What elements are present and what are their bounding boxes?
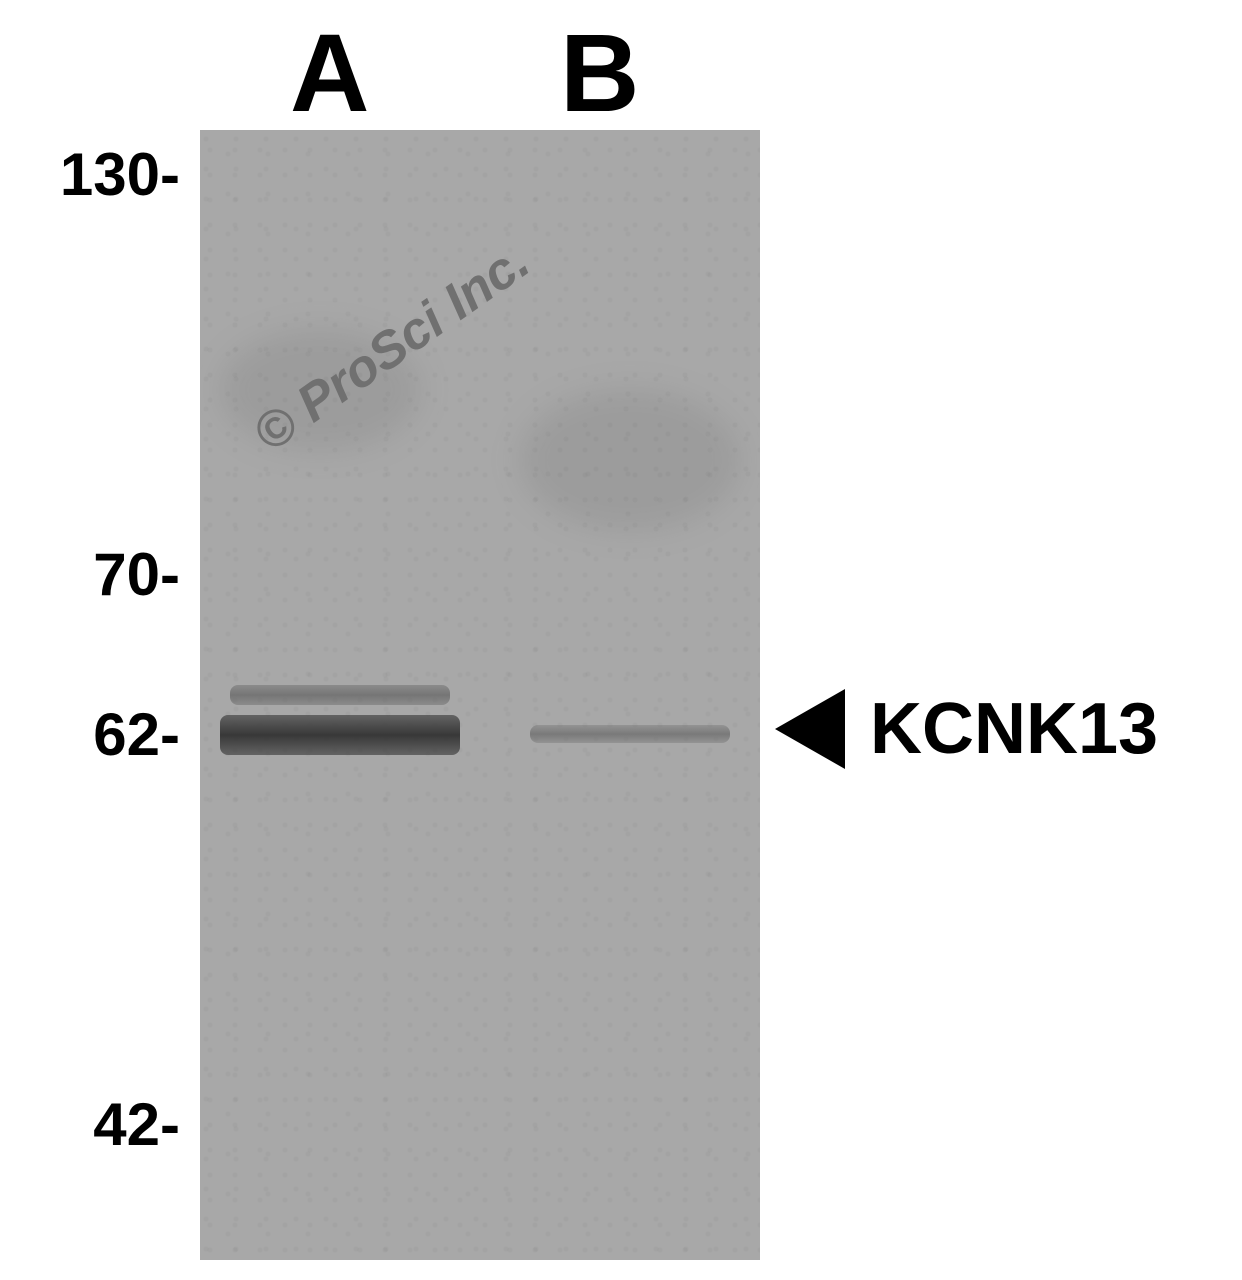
lane-label-b: B bbox=[560, 10, 639, 137]
blot-membrane: © ProSci Inc. bbox=[200, 130, 760, 1260]
arrow-left-icon bbox=[775, 689, 865, 769]
protein-name-label: KCNK13 bbox=[870, 688, 1158, 770]
lane-label-a: A bbox=[290, 10, 369, 137]
band-lane-a-upper bbox=[230, 685, 450, 705]
mw-marker-42: 42- bbox=[50, 1090, 180, 1159]
western-blot-figure: A B 130- 70- 62- 42- © ProSci Inc. KCNK1… bbox=[0, 0, 1242, 1280]
band-lane-a-main bbox=[220, 715, 460, 755]
background-smudge bbox=[520, 390, 740, 530]
mw-marker-130: 130- bbox=[10, 140, 180, 209]
mw-marker-62: 62- bbox=[50, 700, 180, 769]
target-protein-indicator: KCNK13 bbox=[775, 688, 1158, 770]
mw-marker-70: 70- bbox=[50, 540, 180, 609]
band-lane-b bbox=[530, 725, 730, 743]
